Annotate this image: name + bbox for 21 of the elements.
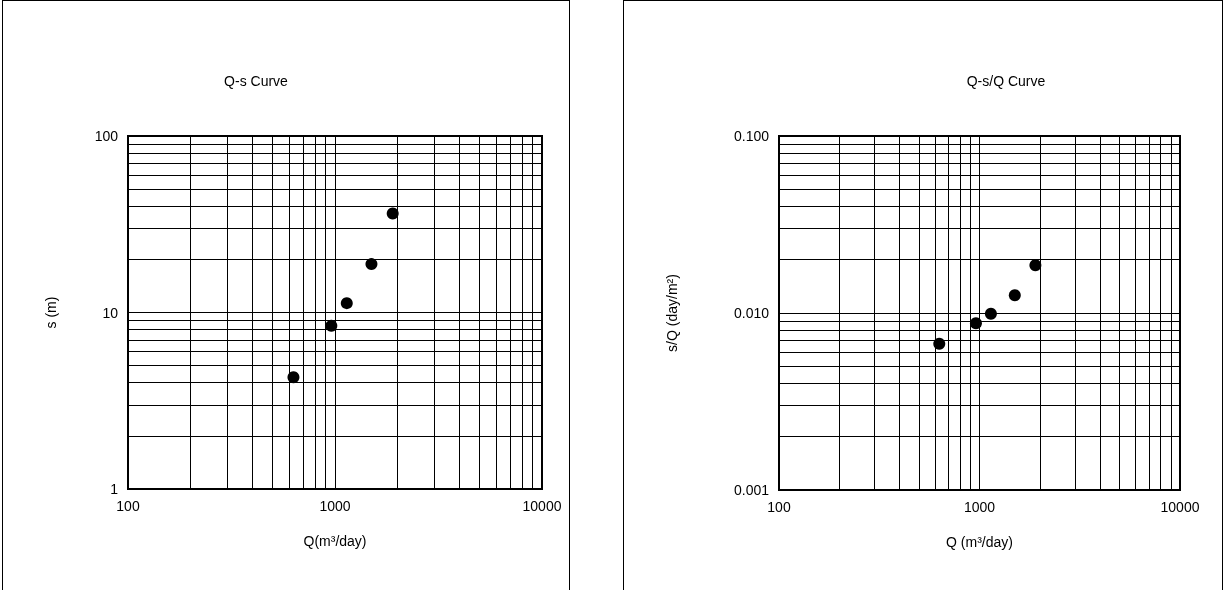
y-tick-label: 0.010 [733, 305, 770, 321]
x-tick-label: 1000 [963, 499, 996, 515]
x-tick-label: 1000 [319, 498, 351, 514]
x-tick-label: 10000 [522, 498, 562, 514]
y-axis-title: s (m) [43, 296, 59, 329]
point [1029, 259, 1042, 272]
y-tick-label: 100 [94, 128, 119, 144]
x-axis-title: Q (m³/day) [946, 534, 1013, 550]
chart-title: Q-s/Q Curve [966, 73, 1046, 89]
y-axis-title: s/Q (day/m²) [664, 274, 680, 352]
x-tick-label: 10000 [1160, 499, 1200, 515]
point [984, 307, 997, 320]
point [1008, 289, 1021, 302]
x-axis-title: Q(m³/day) [303, 533, 367, 549]
y-tick-label: 0.100 [733, 128, 770, 144]
y-tick-label: 10 [102, 304, 119, 321]
x-tick-label: 100 [767, 499, 791, 515]
x-tick-label: 100 [116, 498, 140, 514]
y-tick-label: 1 [110, 481, 119, 497]
y-tick-label: 0.001 [733, 482, 770, 498]
chart-title: Q-s Curve [224, 73, 289, 89]
